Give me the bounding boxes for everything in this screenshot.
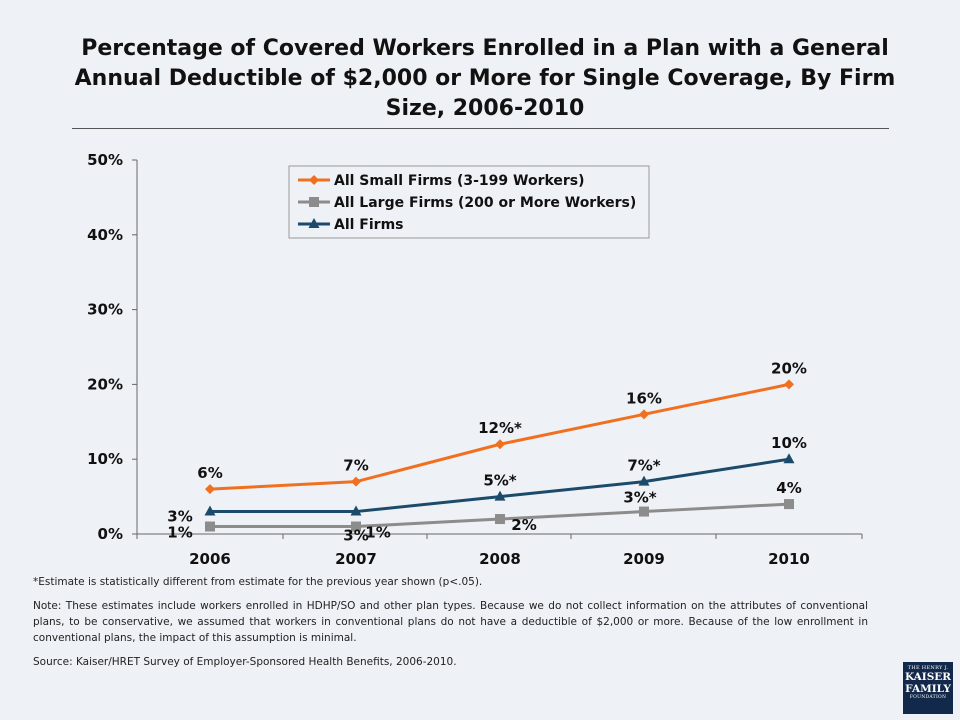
x-tick-label: 2010 [768,550,810,568]
data-label: 1% [167,524,192,542]
title-divider [72,128,889,129]
logo-line-1: THE HENRY J. [907,665,949,671]
legend-swatch-marker [308,218,320,228]
data-label: 20% [771,359,807,377]
x-tick-label: 2009 [623,550,665,568]
data-point [495,439,505,450]
y-tick-label: 30% [87,301,123,319]
methodology-note: Note: These estimates include workers en… [33,600,868,644]
y-tick-label: 10% [87,450,123,468]
x-tick-label: 2007 [335,550,377,568]
data-label: 12%* [478,419,522,437]
data-point [205,484,215,495]
y-tick-label: 40% [87,226,123,244]
y-tick-label: 0% [98,525,123,543]
data-point [639,409,649,420]
logo-line-2: KAISER [904,671,952,683]
legend-label: All Small Firms (3-199 Workers) [334,173,585,189]
x-tick-label: 2008 [479,550,521,568]
data-point [784,379,794,390]
data-label: 5%* [483,472,516,490]
series-small-firms [205,379,794,495]
source-note: Source: Kaiser/HRET Survey of Employer-S… [33,656,457,668]
data-label: 4% [776,479,801,497]
data-point [494,490,506,501]
data-point [205,521,215,532]
data-label: 3% [343,527,368,545]
legend-label: All Firms [334,217,404,233]
chart-axes: 0% 10% 20% 30% 40% 50% 2006 2007 2008 2009 2010 [87,151,863,568]
data-label: 3% [167,508,192,526]
data-label: 2% [511,516,536,534]
data-point [351,476,361,487]
legend-box [288,165,650,239]
logo-line-4: FOUNDATION [909,695,947,700]
y-tick-label: 20% [87,375,123,393]
data-point [351,521,361,532]
data-point [638,475,650,486]
data-label: 1% [365,524,390,542]
chart-series [204,379,795,532]
kff-logo: THE HENRY J. KAISER FAMILY FOUNDATION [903,662,953,714]
asterisk-note: *Estimate is statistically different fro… [33,576,483,588]
data-label: 10% [771,434,807,452]
legend-swatch-marker [309,175,319,185]
data-labels: 6% 7% 12%* 16% 20% 1% 1% 2% 3%* 4% 3% 3% 5%* 7%* 10% [167,359,807,544]
x-tick-label: 2006 [189,550,231,568]
legend-label: All Large Firms (200 or More Workers) [334,195,636,211]
data-label: 16% [626,389,662,407]
chart-title: Percentage of Covered Workers Enrolled i… [74,36,896,121]
data-point [495,514,505,525]
y-tick-label: 50% [87,151,123,169]
data-label: 3%* [623,489,656,507]
series-large-firms [205,499,794,532]
logo-line-3: FAMILY [905,683,951,695]
data-point [204,505,216,516]
data-point [784,499,794,510]
chart-legend: All Small Firms (3-199 Workers) All Large… [288,165,650,239]
data-label: 6% [197,464,222,482]
data-point [350,505,362,516]
footnotes: *Estimate is statistically different fro… [33,574,868,678]
data-label: 7% [343,457,368,475]
series-all-firms [204,453,795,516]
data-label: 7%* [627,457,660,475]
legend-swatch-marker [309,197,319,207]
data-point [639,506,649,517]
data-point [783,453,795,464]
